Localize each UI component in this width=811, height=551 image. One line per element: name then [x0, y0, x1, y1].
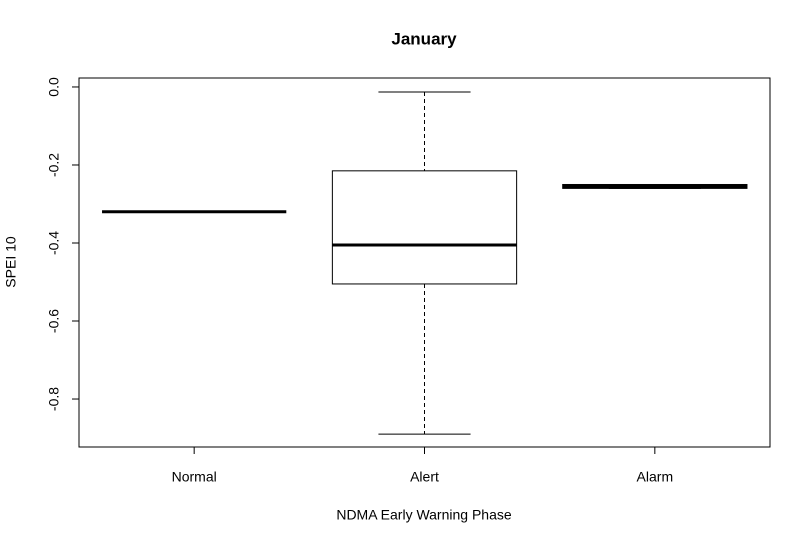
y-tick-label: -0.2 — [46, 153, 62, 177]
y-tick-label: -0.4 — [46, 231, 62, 255]
x-tick-label: Alarm — [637, 469, 674, 485]
y-tick-label: -0.6 — [46, 309, 62, 333]
x-tick-label: Normal — [172, 469, 217, 485]
chart-title: January — [391, 29, 457, 48]
y-tick-label: 0.0 — [46, 77, 62, 97]
y-axis-label: SPEI 10 — [3, 236, 19, 288]
x-tick-label: Alert — [410, 469, 439, 485]
y-tick-label: -0.8 — [46, 387, 62, 411]
box — [331, 170, 518, 285]
x-axis-label: NDMA Early Warning Phase — [336, 507, 512, 523]
